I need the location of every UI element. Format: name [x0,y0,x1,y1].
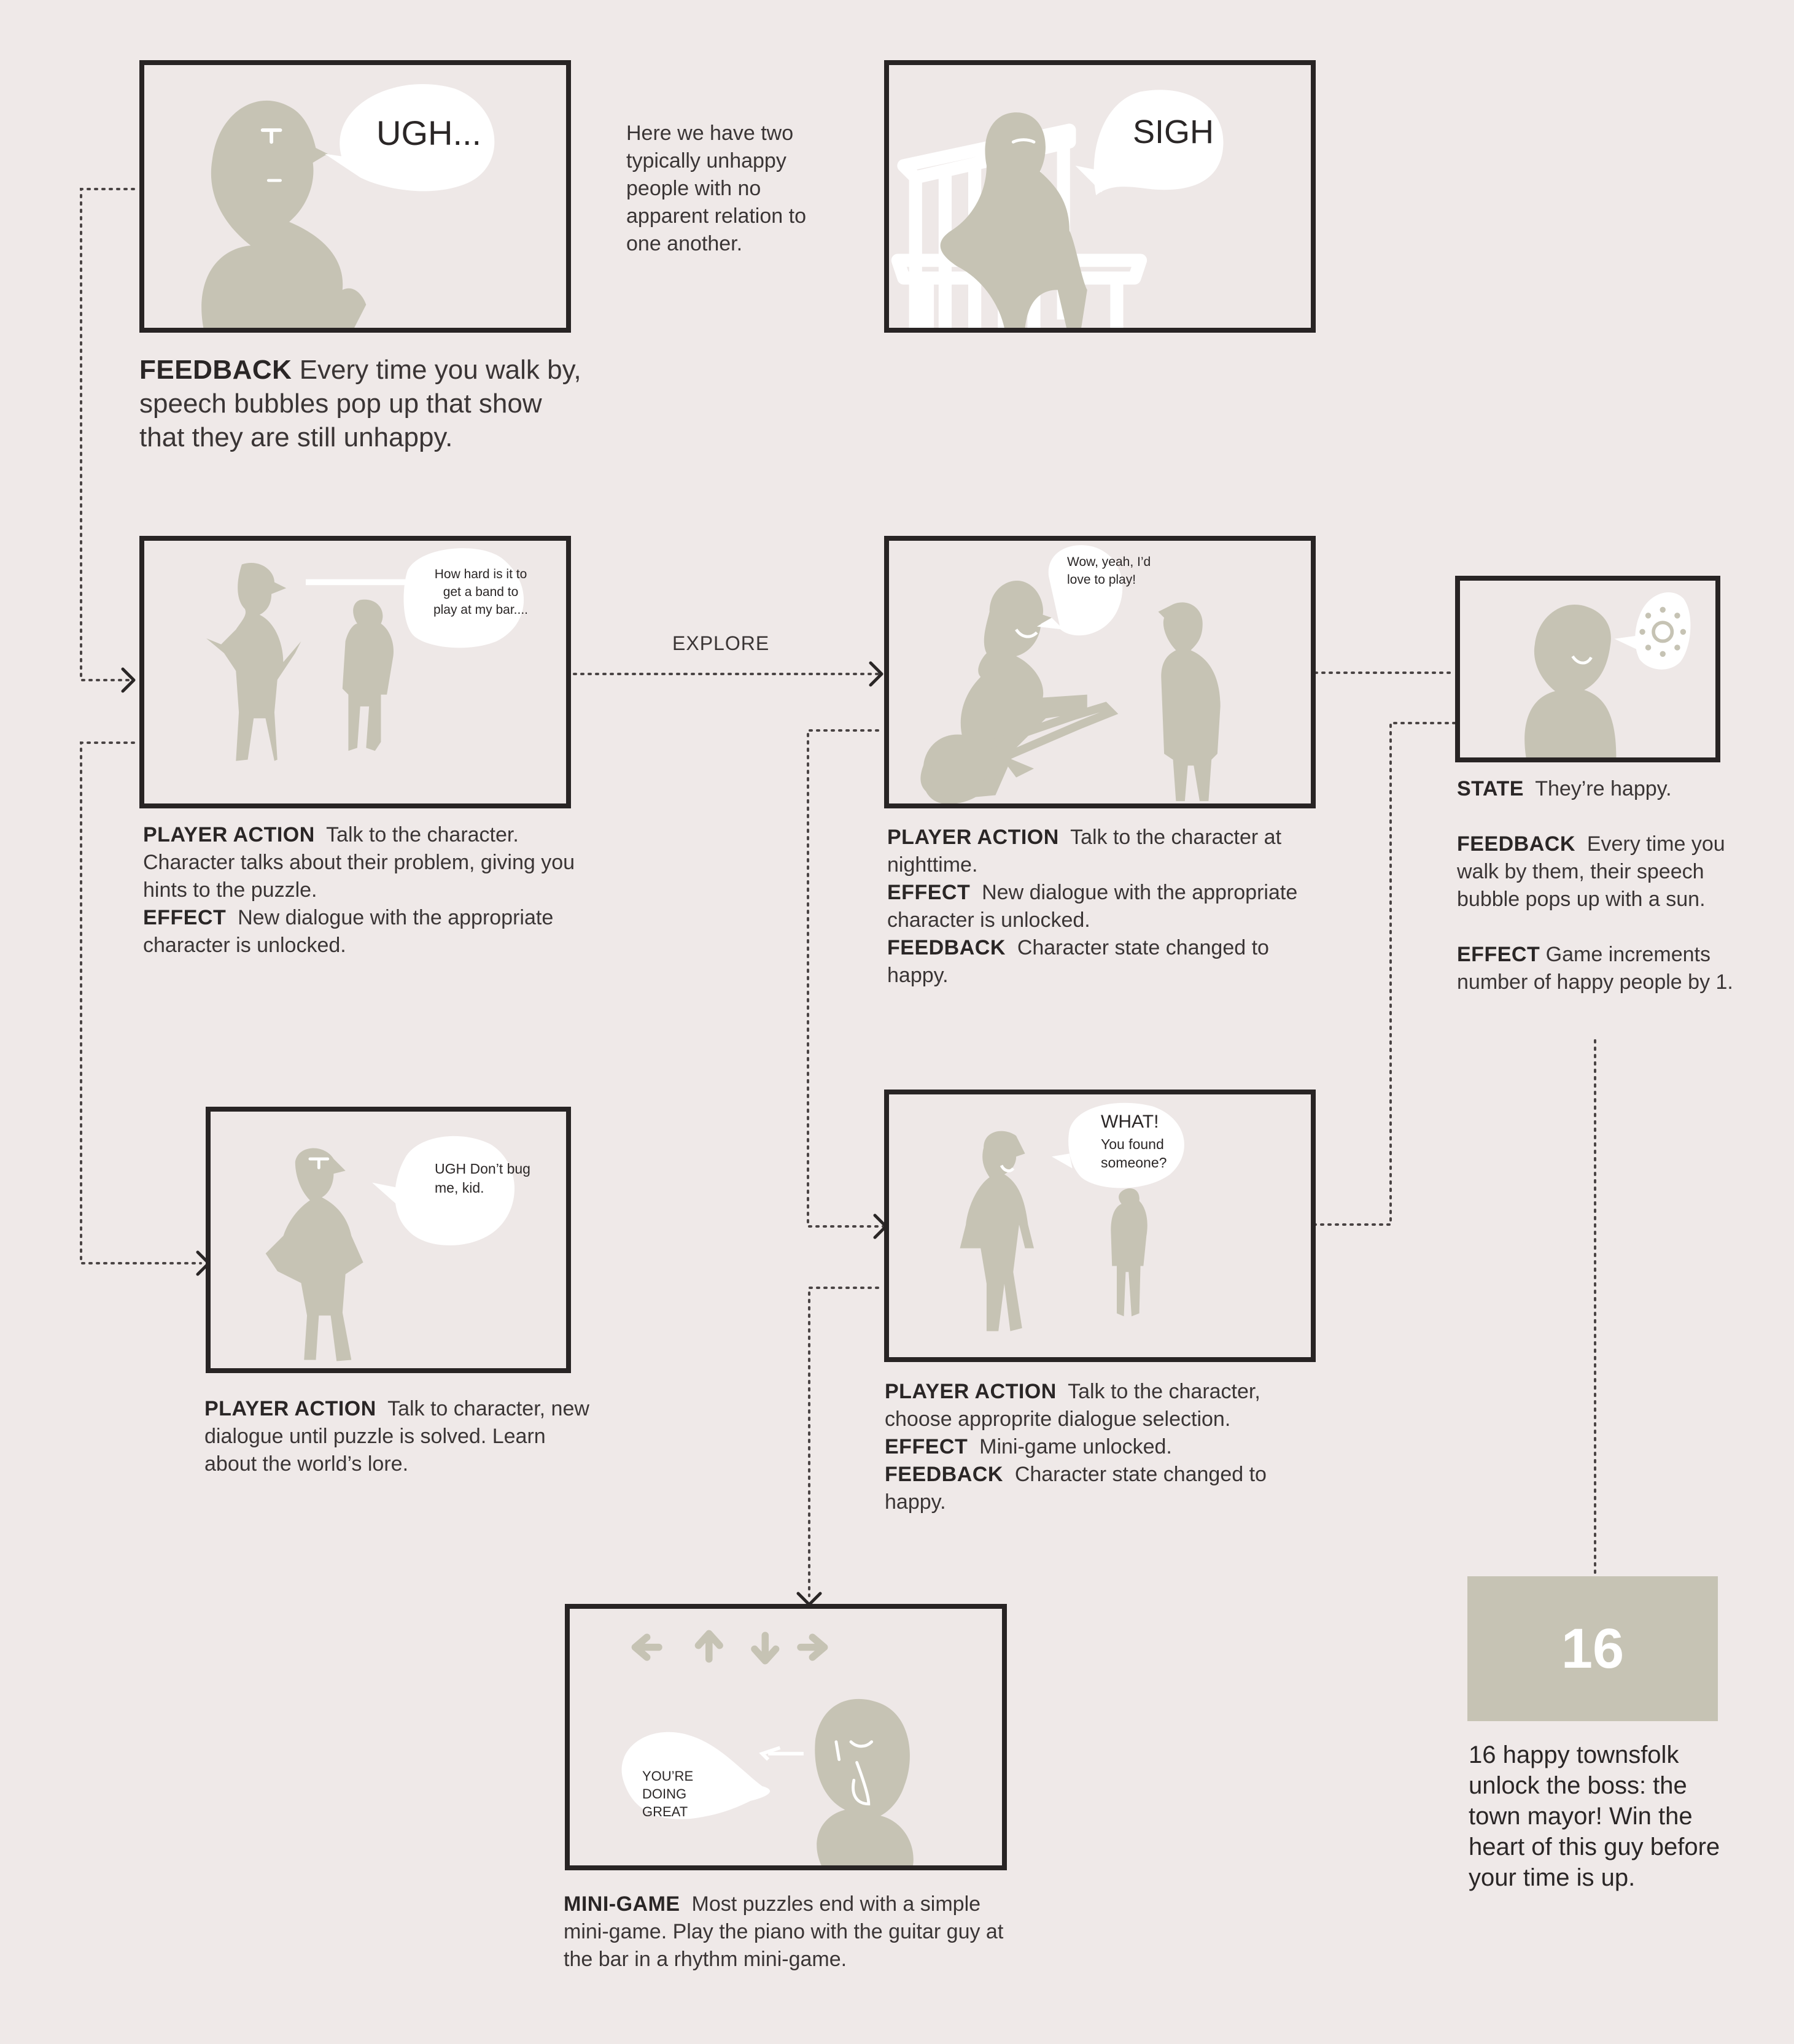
caption-key: PLAYER ACTION [143,823,315,846]
panel-dont-bug-me: UGH Don’t bug me, kid. [206,1107,571,1373]
boss-unlock-text: 16 happy townsfolk unlock the boss: the … [1469,1741,1720,1891]
happy-character-with-sun-bubble [1524,592,1691,757]
panel-ugh: UGH... [139,60,571,333]
caption-text: Every time you walk by, speech bubbles p… [139,355,581,452]
caption-text: Every time you walk by them, their speec… [1457,832,1725,911]
caption-text: Most puzzles end with a simple mini-game… [564,1892,1004,1971]
rhythm-arrows [631,1630,828,1665]
grumpy-owner-illustration [265,1136,515,1361]
caption-text: Talk to the character at nighttime. [887,826,1282,877]
rhythm-mini-game-illustration [621,1630,914,1865]
caption-text: They’re happy. [1535,777,1672,800]
surprised-owner-and-kid-illustration [960,1102,1184,1331]
caption-key: EFFECT [887,881,971,904]
caption-feedback-unhappy: FEEDBACK Every time you walk by, speech … [139,353,581,454]
caption-key: EFFECT [885,1435,968,1458]
bar-owner-and-kid-illustration [206,548,524,761]
bubble-text: UGH Don’t bug me, kid. [435,1161,530,1196]
panel-sigh: SIGH [884,60,1316,333]
caption-player-action-3: PLAYER ACTION Talk to character, new dia… [204,1395,597,1478]
bubble-text: How hard is it to get a band to play at … [433,567,529,617]
caption-text: New dialogue with the appropriate charac… [887,881,1298,932]
caption-key: PLAYER ACTION [204,1397,376,1420]
caption-mini-game: MINI-GAME Most puzzles end with a simple… [564,1891,1018,1973]
guitarist-illustration [920,545,1221,803]
panel-what: WHAT! You found someone? [884,1090,1316,1362]
caption-player-action-1: PLAYER ACTION Talk to the character. Cha… [143,821,585,959]
caption-key: EFFECT [1457,943,1540,966]
caption-key: STATE [1457,777,1524,800]
arrow-to-p3 [121,667,136,693]
caption-key: FEEDBACK [1457,832,1575,856]
bubble-text: YOU’RE DOING GREAT [642,1768,694,1819]
happy-counter: 16 [1467,1576,1718,1721]
panel-mini-game: YOU’RE DOING GREAT [565,1604,1007,1870]
caption-text: Talk to character, new dialogue until pu… [204,1397,589,1476]
caption-key: FEEDBACK [139,355,292,385]
caption-player-action-4: PLAYER ACTION Talk to the character, cho… [885,1378,1327,1516]
sighing-character-illustration [891,90,1224,328]
caption-player-action-2: PLAYER ACTION Talk to the character at n… [887,824,1329,989]
panel-bar-owner: How hard is it to get a band to play at … [139,536,571,808]
grumpy-character-illustration [201,84,495,328]
caption-text: Talk to the character, choose approprite… [885,1380,1260,1431]
panel-guitarist: Wow, yeah, I’d love to play! [884,536,1316,808]
explore-label: EXPLORE [672,632,770,654]
caption-key: PLAYER ACTION [885,1380,1057,1403]
caption-key: MINI-GAME [564,1892,680,1916]
bubble-text: UGH... [376,114,482,152]
arrow-to-p4 [869,661,883,687]
caption-text: New dialogue with the appropriate charac… [143,906,554,957]
caption-state-happy: STATE They’re happy. FEEDBACK Every time… [1457,775,1739,996]
bubble-title: WHAT! [1101,1112,1159,1132]
caption-key: FEEDBACK [885,1463,1003,1486]
intro-note: Here we have two typically unhappy peopl… [626,122,806,255]
caption-text: Game increments number of happy people b… [1457,943,1733,994]
bubble-text: You found someone? [1101,1136,1167,1171]
panel-happy-state [1455,576,1720,762]
caption-text: Character state changed to happy. [887,936,1269,987]
bubble-text: Wow, yeah, I’d love to play! [1067,555,1151,587]
caption-text: Talk to the character. Character talks a… [143,823,575,902]
caption-key: PLAYER ACTION [887,826,1059,849]
caption-key: EFFECT [143,906,227,929]
bubble-text: SIGH [1133,114,1214,150]
caption-text: Character state changed to happy. [885,1463,1267,1514]
caption-key: FEEDBACK [887,936,1006,959]
caption-text: Mini-game unlocked. [979,1435,1172,1458]
